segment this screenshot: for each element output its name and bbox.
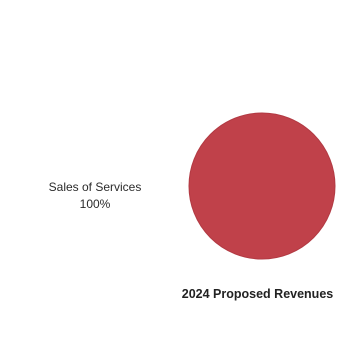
pie-slice-sales-of-services [188, 112, 336, 260]
slice-category-label: Sales of Services [48, 180, 142, 194]
slice-label-sales-of-services: Sales of Services 100% [40, 179, 150, 213]
slice-percent-label: 100% [79, 197, 111, 211]
chart-title: 2024 Proposed Revenues [181, 287, 334, 301]
